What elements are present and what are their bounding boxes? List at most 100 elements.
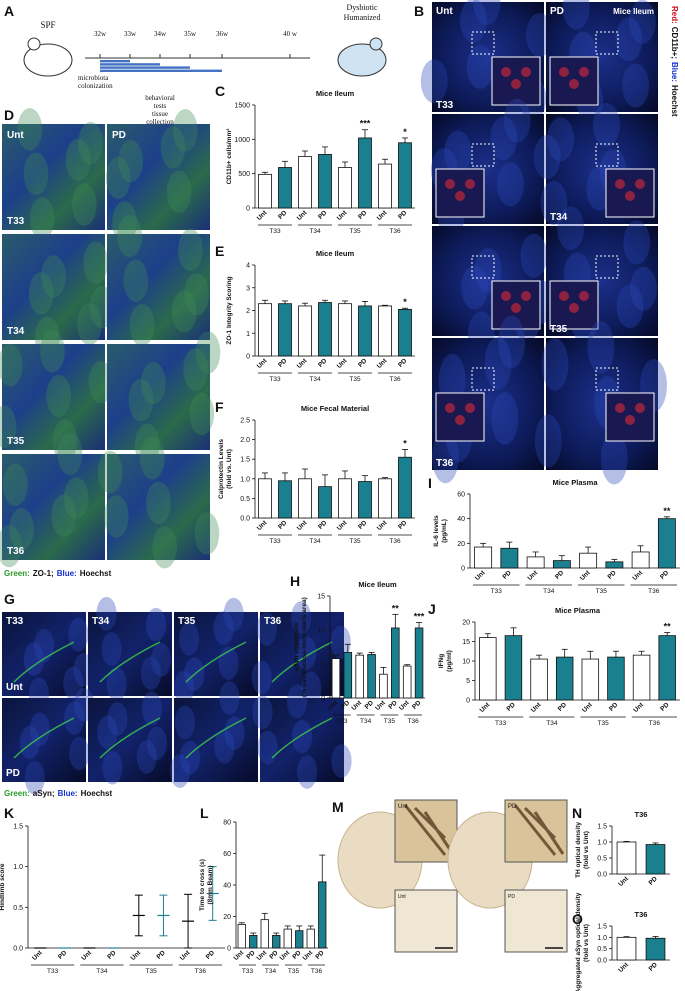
tissue-texture xyxy=(141,691,162,725)
y-tick-label: 3 xyxy=(246,285,250,292)
x-tick-label: Unt xyxy=(256,209,269,222)
tissue-texture xyxy=(106,667,127,702)
tissue-texture xyxy=(136,740,157,774)
bar xyxy=(358,481,372,519)
tissue-texture xyxy=(224,716,245,751)
micrograph xyxy=(260,698,344,782)
tissue-texture xyxy=(503,98,531,143)
y-axis-label: IL-6 levels xyxy=(433,515,440,547)
y-tick-label: 0.0 xyxy=(240,516,250,523)
panel-letter: L xyxy=(200,805,209,821)
tissue-texture xyxy=(72,183,97,226)
micrograph xyxy=(174,612,258,696)
y-tick-label: 60 xyxy=(457,492,465,499)
phase-label: tissue xyxy=(152,110,168,118)
image-label: PD xyxy=(508,894,515,900)
tissue-texture xyxy=(257,730,278,765)
bar xyxy=(378,163,392,209)
tissue-texture xyxy=(77,302,102,346)
th-fibers xyxy=(403,804,455,856)
mouse-ear xyxy=(369,37,383,51)
x-tick-label: PD xyxy=(205,949,217,961)
chart-title: Mice Ileum xyxy=(316,249,355,258)
x-tick-label: PD xyxy=(156,949,168,961)
x-tick-label: PD xyxy=(317,209,329,221)
y-tick-label: 1.5 xyxy=(597,924,607,931)
tissue-texture xyxy=(296,755,318,789)
bar xyxy=(657,518,676,569)
panel-letter: M xyxy=(332,799,344,815)
inset-box xyxy=(471,31,495,55)
y-tick-label: 0.0 xyxy=(597,872,607,879)
x-tick-label: PD xyxy=(291,949,303,961)
tissue-texture xyxy=(29,197,55,240)
panel-letter: J xyxy=(428,601,436,617)
tissue-texture xyxy=(83,241,109,284)
y-tick-label: 1.0 xyxy=(597,935,607,942)
tissue-texture xyxy=(0,344,23,387)
tissue-texture xyxy=(24,761,45,795)
group-label: T36 xyxy=(649,720,661,727)
tissue-texture xyxy=(172,109,198,152)
tissue-texture xyxy=(112,201,137,244)
x-tick-label: Unt xyxy=(296,357,309,370)
tissue-texture xyxy=(33,628,55,663)
tissue-texture xyxy=(69,736,90,771)
y-axis-label: (fold vs. Unt) xyxy=(226,449,233,489)
bar xyxy=(258,478,272,519)
tissue-texture xyxy=(146,726,167,761)
inset-box xyxy=(471,143,495,167)
group-label: T33 xyxy=(269,376,281,383)
bar xyxy=(260,919,269,949)
tissue-texture xyxy=(9,508,34,551)
y-tick-label: 0 xyxy=(321,696,325,703)
th-fibers xyxy=(513,804,565,856)
tissue-texture xyxy=(103,495,129,538)
row-label: T36 xyxy=(7,546,25,557)
phase-label: colonization xyxy=(78,82,113,90)
stain-legend: Green: aSyn; Blue: Hoechst xyxy=(4,789,112,798)
panel-letter: E xyxy=(215,243,224,259)
y-tick-label: 5 xyxy=(466,678,470,685)
significance: * xyxy=(403,127,407,137)
x-tick-label: Unt xyxy=(336,519,349,532)
legend-part: Green: xyxy=(4,569,30,578)
y-tick-label: 5 xyxy=(321,662,325,669)
mouse-icon xyxy=(337,43,387,77)
group-label: T35 xyxy=(384,718,396,725)
y-tick-label: 10 xyxy=(462,659,470,666)
tissue-texture xyxy=(461,265,488,310)
bar xyxy=(479,637,497,701)
bar xyxy=(645,937,666,961)
stain-legend: Green: ZO-1; Blue: Hoechst xyxy=(4,569,112,578)
tissue-texture xyxy=(593,103,620,147)
tissue-texture xyxy=(179,622,200,656)
x-tick-label: PD xyxy=(57,949,69,961)
tissue-texture xyxy=(102,750,123,785)
tissue-texture xyxy=(19,725,40,760)
bar xyxy=(298,305,312,357)
row-label: Unt xyxy=(6,682,23,693)
cell xyxy=(465,403,475,413)
tissue-texture xyxy=(301,671,322,706)
tissue-texture xyxy=(3,463,28,506)
bar xyxy=(298,478,312,519)
x-tick-label: PD xyxy=(314,949,326,961)
tissue-texture xyxy=(139,437,165,480)
group-label: T35 xyxy=(349,228,361,235)
bar xyxy=(631,551,650,569)
micrograph xyxy=(107,454,210,560)
bar xyxy=(379,673,388,699)
tissue-texture xyxy=(256,612,277,646)
bar xyxy=(295,930,304,949)
bar xyxy=(318,302,332,357)
x-tick-label: PD xyxy=(397,209,409,221)
y-tick-label: 0.5 xyxy=(597,856,607,863)
tissue-texture xyxy=(128,378,154,422)
micrograph xyxy=(2,698,86,782)
tissue-texture xyxy=(291,601,312,635)
tissue-texture xyxy=(189,392,215,436)
bar xyxy=(645,844,666,875)
tissue-texture xyxy=(57,432,83,476)
